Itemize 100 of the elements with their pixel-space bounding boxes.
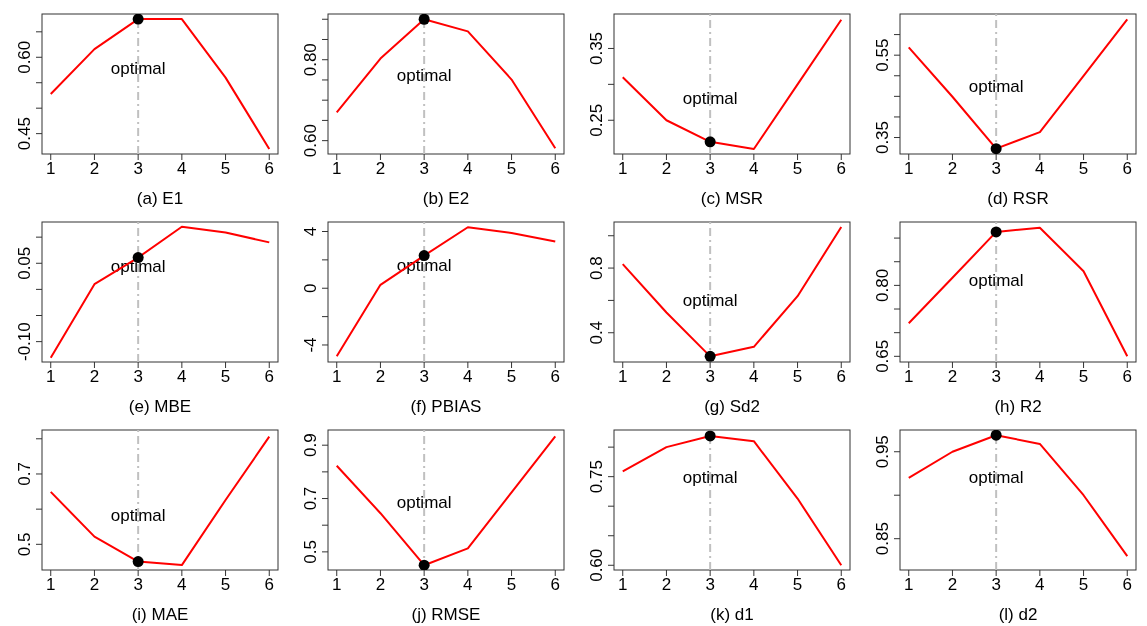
x-tick-label: 4 [463,575,473,595]
x-tick-label: 2 [89,367,100,387]
x-tick-label: 4 [177,367,187,387]
x-tick-label: 2 [375,575,386,595]
y-tick-label: 0.60 [15,40,34,74]
x-tick-label: 4 [177,159,187,179]
x-tick-label: 3 [705,575,715,595]
x-tick-label: 4 [749,159,759,179]
y-tick-label: 0.5 [15,532,34,557]
x-tick-label: 2 [375,159,386,179]
x-tick-label: 6 [836,159,846,179]
x-tick-label: 1 [618,575,628,595]
y-tick-label: 0.95 [873,435,892,469]
x-tick-label: 1 [46,367,56,387]
y-tick-label: 0.05 [15,246,34,280]
x-tick-label: 2 [947,159,958,179]
x-tick-label: 1 [904,575,914,595]
x-tick-label: 5 [1078,575,1089,595]
y-tick-label: 4 [301,226,320,237]
y-tick-label: 0.55 [873,38,892,72]
x-tick-label: 6 [264,575,274,595]
x-tick-label: 2 [947,575,958,595]
x-tick-label: 3 [705,367,715,387]
x-tick-label: 5 [1078,367,1089,387]
x-tick-label: 5 [1078,159,1089,179]
y-tick-label: 0.75 [587,460,606,494]
x-tick-label: 3 [991,159,1001,179]
annotation: optimal [682,290,738,310]
x-tick-label: 2 [947,367,958,387]
x-tick-label: 5 [506,159,517,179]
x-tick-label: 3 [419,367,429,387]
x-tick-label: 4 [1035,367,1045,387]
x-axis-title: (b) E2 [422,189,470,208]
y-tick-label: 0.65 [873,339,892,373]
x-tick-label: 2 [375,367,386,387]
y-tick-label: -0.10 [15,322,34,361]
annotation: optimal [968,468,1024,488]
x-axis-title: (c) MSR [700,189,764,208]
y-tick-label: -4 [301,337,320,353]
y-tick-label: 0.25 [587,103,606,137]
y-tick-label: 0.7 [301,486,320,511]
x-tick-label: 5 [792,575,803,595]
x-tick-label: 6 [550,367,560,387]
x-tick-label: 3 [705,159,715,179]
x-axis-title: (a) E1 [136,189,184,208]
x-axis-title: (g) Sd2 [704,397,760,416]
x-tick-label: 3 [419,575,429,595]
x-axis-title: (h) R2 [994,397,1042,416]
x-tick-label: 1 [618,367,628,387]
annotation: optimal [396,493,452,513]
annotation: optimal [110,505,166,525]
x-tick-label: 6 [264,159,274,179]
x-tick-label: 4 [463,159,473,179]
x-tick-label: 5 [220,575,231,595]
x-tick-label: 1 [332,159,342,179]
annotation: optimal [968,76,1024,96]
annotation: optimal [396,65,452,85]
x-tick-label: 4 [463,367,473,387]
x-tick-label: 1 [332,575,342,595]
y-tick-label: 0.35 [587,31,606,66]
y-tick-label: 0.45 [15,117,34,151]
x-tick-label: 2 [661,367,672,387]
y-tick-label: 0.85 [873,522,892,556]
x-tick-label: 3 [133,575,143,595]
x-axis-title: (j) RMSE [411,605,481,624]
x-tick-label: 4 [1035,159,1045,179]
x-tick-label: 5 [792,159,803,179]
y-tick-label: 0.8 [587,256,606,280]
y-tick-label: 0.5 [301,540,320,564]
x-tick-label: 5 [220,159,231,179]
x-axis-title: (k) d1 [710,605,754,624]
x-tick-label: 2 [661,575,672,595]
y-tick-label: 0 [301,283,320,293]
x-tick-label: 5 [220,367,231,387]
x-tick-label: 6 [1122,367,1132,387]
y-tick-label: 0.80 [301,43,320,77]
annotation: optimal [682,89,738,109]
y-tick-label: 0.7 [15,462,34,486]
x-tick-label: 4 [749,575,759,595]
x-axis-title: (d) RSR [987,189,1049,208]
x-axis-title: (f) PBIAS [410,397,482,416]
y-tick-label: 0.60 [587,548,606,582]
y-tick-label: 0.4 [587,320,606,345]
x-tick-label: 2 [89,159,100,179]
x-tick-label: 3 [133,367,143,387]
x-tick-label: 5 [506,367,517,387]
x-tick-label: 1 [332,367,342,387]
x-tick-label: 6 [836,575,846,595]
x-tick-label: 6 [1122,575,1132,595]
x-tick-label: 4 [749,367,759,387]
x-tick-label: 1 [904,159,914,179]
x-tick-label: 1 [618,159,628,179]
x-tick-label: 4 [177,575,187,595]
x-tick-label: 3 [419,159,429,179]
y-tick-label: 0.60 [301,124,320,158]
x-tick-label: 3 [133,159,143,179]
x-tick-label: 6 [1122,159,1132,179]
x-tick-label: 3 [991,575,1001,595]
x-axis-title: (l) d2 [998,605,1038,624]
x-tick-label: 2 [89,575,100,595]
